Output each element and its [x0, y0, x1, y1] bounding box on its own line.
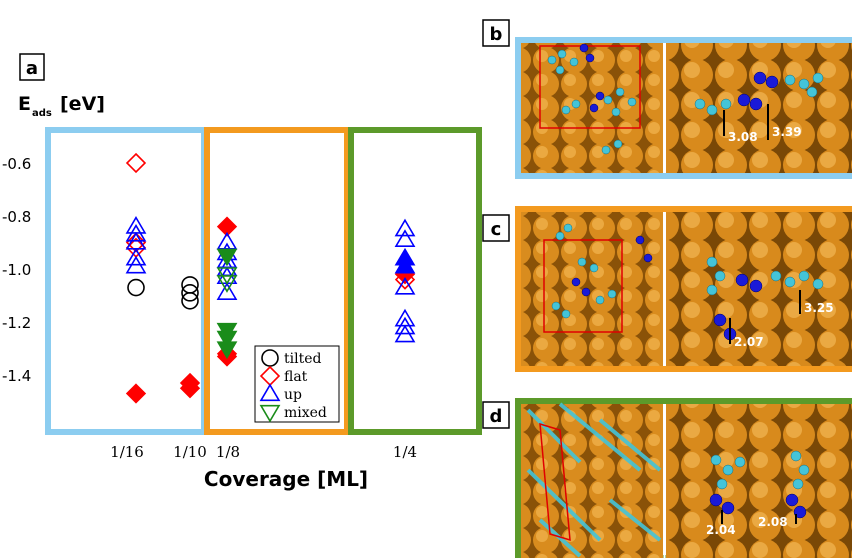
up-point — [394, 218, 416, 237]
up-point — [394, 276, 416, 295]
y-tick-label: -0.6 — [2, 155, 31, 173]
tilted-point — [181, 284, 199, 302]
panel-b-label-1: 3.08 — [728, 130, 758, 144]
up-point — [216, 282, 238, 300]
legend-label-tilted: tilted — [284, 351, 321, 367]
panel-c-top-view — [521, 212, 663, 366]
panel-c-label-1: 3.25 — [804, 301, 834, 315]
tilted-point — [127, 278, 145, 297]
legend-marker-mixed — [259, 404, 281, 423]
flat-point — [125, 152, 147, 174]
panel-c-label-2: 2.07 — [734, 335, 764, 349]
data-points — [125, 152, 416, 404]
legend-label-up: up — [284, 387, 302, 403]
up-point — [125, 255, 147, 274]
mixed-point — [216, 330, 238, 349]
y-label-main: E — [18, 93, 31, 115]
panel-b-label-2: 3.39 — [772, 125, 802, 139]
y-tick-label: -1.2 — [2, 314, 31, 332]
legend-label-flat: flat — [284, 369, 308, 385]
panel-d-unit-cell — [539, 422, 571, 542]
flat-point — [125, 232, 147, 253]
x-tick-label: 1/4 — [393, 443, 417, 461]
panel-d-letter: d — [490, 406, 503, 427]
panel-b: 3.08 3.39 b — [482, 19, 852, 179]
up-point — [394, 255, 416, 274]
y-label-unit: [eV] — [60, 93, 105, 115]
y-tick-labels: -0.6 -0.8 -1.0 -1.2 -1.4 — [2, 155, 31, 385]
legend-marker-up — [259, 383, 281, 402]
panel-d-label-2: 2.08 — [758, 515, 788, 529]
panel-b-unit-cell — [539, 45, 641, 129]
x-axis-title: Coverage [ML] — [204, 467, 368, 491]
region-box-1-4 — [348, 127, 482, 435]
legend: tilted flat up mixed — [254, 345, 340, 423]
flat-point — [179, 378, 201, 399]
flat-point — [394, 269, 416, 290]
panel-a-letter: a — [26, 58, 38, 79]
tilted-point — [181, 291, 199, 310]
x-tick-label: 1/16 — [110, 443, 144, 461]
x-tick-labels: 1/16 1/10 1/8 1/4 — [110, 443, 417, 461]
y-axis-title: E ads [eV] — [18, 93, 105, 119]
x-tick-label: 1/8 — [216, 443, 240, 461]
y-tick-label: -0.8 — [2, 208, 31, 226]
panel-d-side-view — [666, 404, 852, 558]
up-point — [125, 247, 147, 266]
flat-point — [216, 216, 238, 237]
panel-c-unit-cell — [543, 239, 623, 333]
panel-d: 2.04 2.08 d — [482, 398, 852, 558]
mixed-point — [216, 275, 238, 293]
panel-c: 3.25 2.07 c — [482, 206, 852, 372]
region-box-1-8 — [204, 127, 350, 435]
region-box-1-16-1-10 — [45, 127, 207, 435]
flat-point — [125, 383, 147, 404]
x-tick-label: 1/10 — [173, 443, 207, 461]
mixed-point — [216, 248, 238, 267]
y-tick-label: -1.0 — [2, 261, 31, 279]
up-point — [394, 324, 416, 343]
y-label-sub: ads — [32, 108, 52, 119]
y-tick-label: -1.4 — [2, 367, 31, 385]
panel-c-letter: c — [491, 219, 502, 240]
up-point — [394, 316, 416, 335]
mixed-point — [216, 341, 238, 360]
panel-b-letter: b — [490, 24, 503, 45]
legend-label-mixed: mixed — [284, 405, 327, 421]
panel-d-label-1: 2.04 — [706, 523, 736, 537]
panel-a-label: a — [19, 53, 45, 81]
up-point — [125, 223, 147, 242]
up-point — [394, 229, 416, 247]
